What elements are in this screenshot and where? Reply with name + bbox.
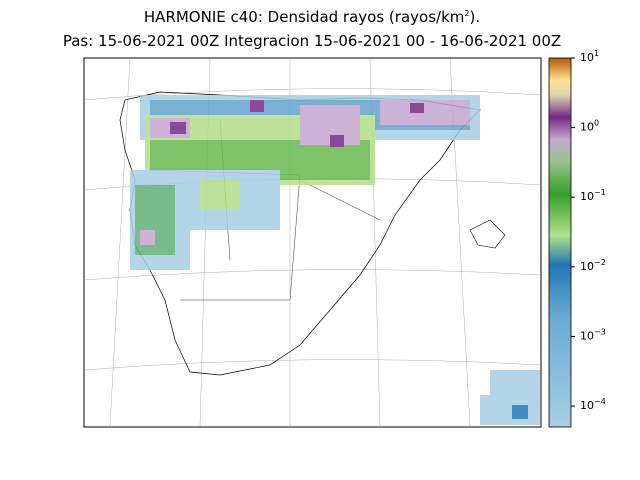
subtitle: Pas: 15-06-2021 00Z Integracion 15-06-20… <box>63 32 561 50</box>
title-end: ). <box>469 8 480 26</box>
tick-exponent: −4 <box>594 397 606 406</box>
colorbar-tick-label: 10−4 <box>580 397 606 413</box>
tick-exponent: 0 <box>594 118 599 127</box>
colorbar-tick-label: 101 <box>580 49 599 65</box>
colorbar-tick-label: 10−1 <box>580 188 606 204</box>
tick-exponent: −3 <box>594 327 606 336</box>
title: HARMONIE c40: Densidad rayos (rayos/km2)… <box>144 8 480 26</box>
tick-exponent: 1 <box>594 49 599 58</box>
tick-base: 10 <box>580 329 594 342</box>
colorbar-scale <box>548 57 572 428</box>
tick-exponent: −2 <box>594 257 606 266</box>
tick-exponent: −1 <box>594 188 606 197</box>
tick-base: 10 <box>580 190 594 203</box>
colorbar-tick-label: 100 <box>580 118 599 134</box>
colorbar-tick-label: 10−3 <box>580 327 606 343</box>
title-superscript: 2 <box>464 9 469 18</box>
tick-base: 10 <box>580 51 594 64</box>
tick-base: 10 <box>580 260 594 273</box>
map <box>83 57 542 428</box>
title-text: HARMONIE c40: Densidad rayos (rayos/km <box>144 8 464 26</box>
tick-base: 10 <box>580 399 594 412</box>
colorbar-tick-label: 10−2 <box>580 257 606 273</box>
tick-base: 10 <box>580 121 594 134</box>
